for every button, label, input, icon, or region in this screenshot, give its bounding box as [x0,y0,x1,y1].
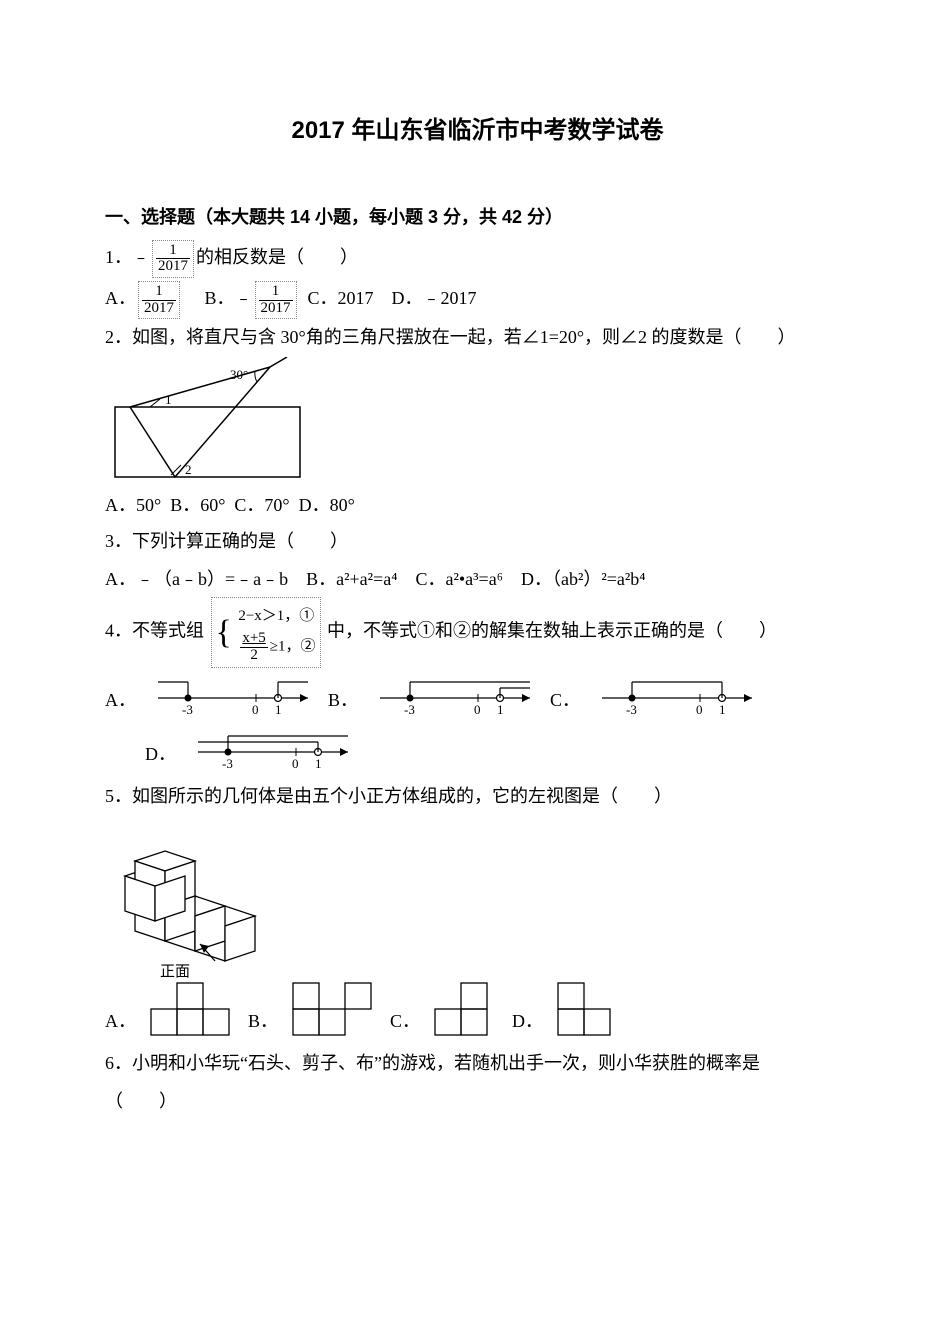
q2-30label: 30° [230,367,248,382]
q4A-one: 1 [275,702,282,717]
brace-icon: { [216,616,232,650]
q5-figure: 正面 [105,816,850,981]
q4-options-row2: D． -3 0 1 [105,724,850,772]
q5-optA-svg [148,981,238,1039]
exam-page: 2017 年山东省临沂市中考数学试卷 一、选择题（本大题共 14 小题，每小题 … [0,0,945,1337]
q2-angle1: 1 [165,392,172,407]
q1-optA-frac: 12017 [138,281,180,320]
question-1: 1．﹣12017的相反数是（ ） [105,239,850,278]
q4-ineq2-suffix: ≥1，② [270,639,316,655]
q5-solid-svg [105,816,265,966]
q1-optB-num: 1 [259,284,293,301]
q4-optC-svg: -3 0 1 [592,670,762,718]
q4-ineq2-den: 2 [240,648,267,664]
q2-svg: 30° 1 2 [105,357,305,487]
q5-options: A． B． C． D． [105,981,850,1039]
q2-optA: A．50° [105,495,161,515]
q5-optB: B． [248,1007,278,1033]
q4-optB: B． [328,686,358,712]
question-6-line2: （ ） [105,1083,850,1119]
question-2: 2．如图，将直尺与含 30°角的三角尺摆放在一起，若∠1=20°，则∠2 的度数… [105,319,850,355]
question-5: 5．如图所示的几何体是由五个小正方体组成的，它的左视图是（ ） [105,778,850,814]
q1-optC: C．2017 [308,288,374,308]
q4-ineq2-num: x+5 [240,631,267,648]
q4C-one: 1 [719,702,726,717]
q5-optB-svg [290,981,380,1039]
q2-optB: B．60° [170,495,225,515]
q4-optA-svg: -3 0 1 [148,670,318,718]
q4-optA: A． [105,686,136,712]
q4B-neg3: -3 [404,702,415,717]
q4-optC: C． [550,686,580,712]
page-title: 2017 年山东省临沂市中考数学试卷 [105,110,850,145]
q5-optD-svg [555,981,625,1039]
q2-angle2: 2 [185,462,192,477]
q4-suffix: 中，不等式①和②的解集在数轴上表示正确的是（ ） [327,621,777,641]
q1-optA-label: A． [105,288,136,308]
q4D-zero: 0 [292,756,299,771]
q3-options: A．﹣（a﹣b）=﹣a﹣b B．a²+a²=a⁴ C．a²•a³=a⁶ D．（a… [105,561,850,597]
q2-optD: D．80° [299,495,355,515]
q1-optA-den: 2017 [142,301,176,317]
q1-stem-suffix: 的相反数是（ ） [196,247,358,267]
q4-ineq1: 2−x＞1，① [238,601,315,631]
q5-optD: D． [512,1007,543,1033]
q4D-one: 1 [315,756,322,771]
question-3: 3．下列计算正确的是（ ） [105,523,850,559]
q4-optB-svg: -3 0 1 [370,670,540,718]
q5-optC-svg [432,981,502,1039]
q1-stem-prefix: 1．﹣ [105,247,150,267]
q1-optB-den: 2017 [259,301,293,317]
q4-optD-svg: -3 0 1 [188,724,358,772]
q2-options: A．50° B．60° C．70° D．80° [105,487,850,523]
q5-optA: A． [105,1007,136,1033]
question-6-line1: 6．小明和小华玩“石头、剪子、布”的游戏，若随机出手一次，则小华获胜的概率是 [105,1045,850,1081]
q4B-zero: 0 [474,702,481,717]
q4-brace-box: { 2−x＞1，① x+52≥1，② [211,597,321,668]
q4D-neg3: -3 [222,756,233,771]
question-4: 4．不等式组 { 2−x＞1，① x+52≥1，② 中，不等式①和②的解集在数轴… [105,597,850,668]
q4-optD: D． [145,740,176,766]
q4A-neg3: -3 [182,702,193,717]
q4-prefix: 4．不等式组 [105,621,204,641]
q1-optB-label: B．﹣ [205,288,253,308]
q1-options: A．12017 B．﹣12017 C．2017 D．﹣2017 [105,280,850,319]
q1-frac-den: 2017 [156,259,190,275]
q1-optA-num: 1 [142,284,176,301]
q2-optC: C．70° [234,495,289,515]
q4A-zero: 0 [252,702,259,717]
q1-fraction: 12017 [152,240,194,279]
q1-frac-num: 1 [156,243,190,260]
q4-ineq2-frac: x+52 [240,631,267,664]
q4-options-row1: A． -3 0 1 B． [105,670,850,718]
section-1-header: 一、选择题（本大题共 14 小题，每小题 3 分，共 42 分） [105,203,850,229]
q5-optC: C． [390,1007,420,1033]
q4C-neg3: -3 [626,702,637,717]
q1-optB-frac: 12017 [255,281,297,320]
q1-optD: D．﹣2017 [392,288,477,308]
q4C-zero: 0 [696,702,703,717]
q4B-one: 1 [497,702,504,717]
q2-figure: 30° 1 2 [105,357,850,487]
